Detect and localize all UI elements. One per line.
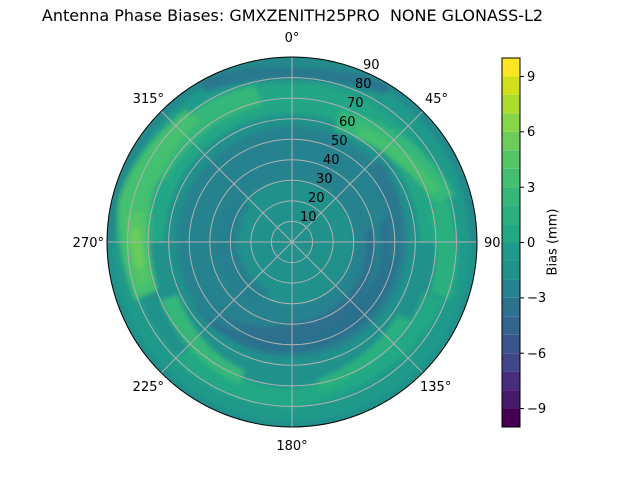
svg-text:45°: 45° — [425, 92, 448, 107]
svg-text:20: 20 — [308, 191, 325, 206]
svg-text:180°: 180° — [276, 439, 307, 454]
svg-text:6: 6 — [527, 125, 535, 140]
svg-text:3: 3 — [527, 181, 535, 196]
svg-text:70: 70 — [347, 96, 364, 111]
svg-text:315°: 315° — [133, 92, 164, 107]
angular-tick-labels: 0° 45° 90 135° 180° 225° 270° 315° — [73, 31, 501, 454]
svg-text:9: 9 — [527, 70, 535, 85]
svg-text:10: 10 — [300, 210, 317, 225]
svg-text:270°: 270° — [73, 236, 104, 251]
svg-text:40: 40 — [323, 153, 340, 168]
angular-gridlines — [107, 57, 477, 427]
svg-text:135°: 135° — [420, 380, 451, 395]
colorbar-tick-labels: 9 6 3 0 −3 −6 −9 — [527, 70, 546, 417]
svg-text:0°: 0° — [285, 31, 300, 46]
polar-frame — [106, 56, 478, 428]
colorbar: 9 6 3 0 −3 −6 −9 — [501, 57, 546, 428]
svg-text:−6: −6 — [527, 347, 546, 362]
svg-text:30: 30 — [316, 172, 333, 187]
svg-text:90: 90 — [363, 58, 380, 73]
svg-text:50: 50 — [331, 134, 348, 149]
svg-text:−9: −9 — [527, 402, 546, 417]
svg-text:80: 80 — [355, 77, 372, 92]
svg-text:90: 90 — [484, 236, 501, 251]
svg-text:225°: 225° — [133, 380, 164, 395]
chart-title: Antenna Phase Biases: GMXZENITH25PRO NON… — [41, 6, 544, 25]
svg-text:0: 0 — [527, 236, 535, 251]
colorbar-label: Bias (mm) — [545, 208, 561, 276]
radial-tick-labels: 10 20 30 40 50 60 70 80 90 — [300, 58, 380, 225]
svg-text:60: 60 — [339, 115, 356, 130]
svg-text:−3: −3 — [527, 291, 546, 306]
